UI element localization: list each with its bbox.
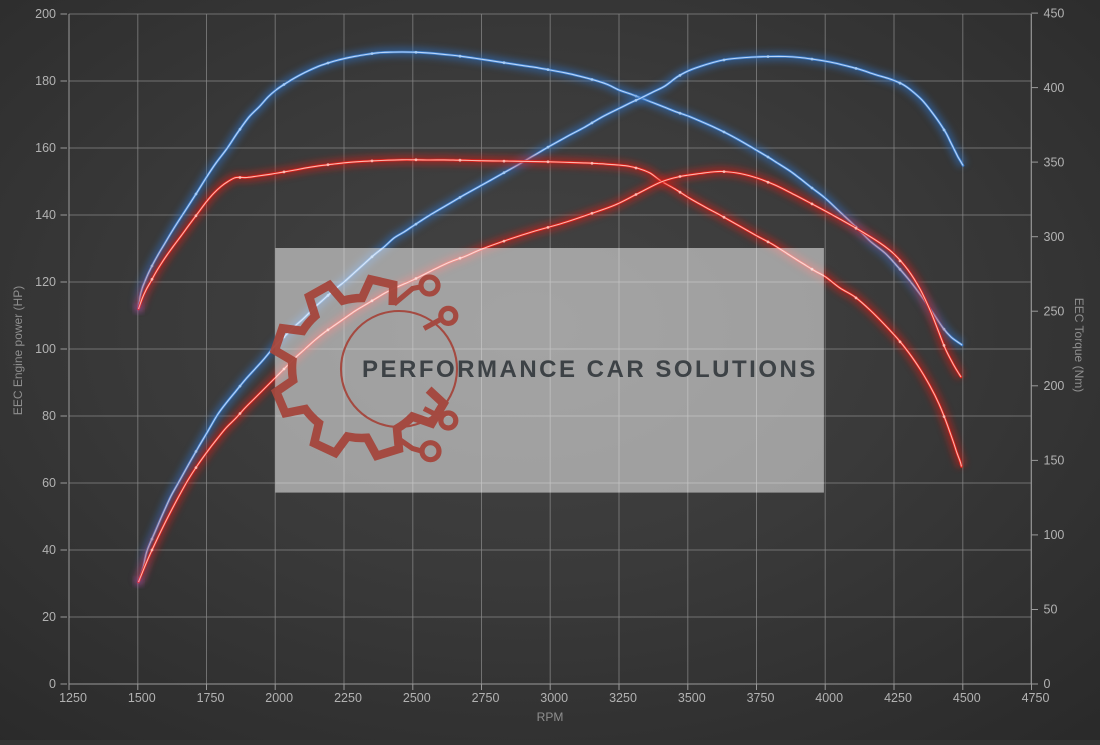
svg-text:120: 120 [35,275,56,289]
svg-text:3250: 3250 [609,691,637,705]
svg-text:1500: 1500 [128,691,156,705]
svg-text:200: 200 [1044,379,1065,393]
svg-text:2250: 2250 [334,691,362,705]
svg-text:3000: 3000 [540,691,568,705]
svg-text:4250: 4250 [884,691,912,705]
svg-text:1750: 1750 [197,691,225,705]
svg-text:1250: 1250 [59,691,87,705]
svg-text:100: 100 [1044,528,1065,542]
svg-text:350: 350 [1044,155,1065,169]
svg-text:4500: 4500 [953,691,981,705]
svg-text:180: 180 [35,74,56,88]
svg-text:3500: 3500 [678,691,706,705]
svg-text:PERFORMANCE CAR SOLUTIONS: PERFORMANCE CAR SOLUTIONS [362,356,818,383]
svg-text:300: 300 [1044,230,1065,244]
svg-text:2500: 2500 [403,691,431,705]
svg-text:200: 200 [35,7,56,21]
svg-text:60: 60 [42,476,56,490]
svg-text:450: 450 [1044,6,1065,20]
svg-text:0: 0 [49,677,56,691]
svg-text:400: 400 [1044,81,1065,95]
svg-text:150: 150 [1044,454,1065,468]
svg-text:40: 40 [42,543,56,557]
svg-text:50: 50 [1044,603,1058,617]
svg-text:20: 20 [42,610,56,624]
svg-text:2000: 2000 [265,691,293,705]
svg-text:EEC Engine power (HP): EEC Engine power (HP) [11,286,25,415]
svg-text:160: 160 [35,141,56,155]
svg-text:2750: 2750 [472,691,500,705]
svg-text:4750: 4750 [1022,691,1050,705]
svg-text:3750: 3750 [747,691,775,705]
svg-text:RPM: RPM [537,710,564,724]
svg-text:EEC Torque (Nm): EEC Torque (Nm) [1072,298,1086,392]
svg-text:140: 140 [35,208,56,222]
svg-text:0: 0 [1044,677,1051,691]
svg-text:250: 250 [1044,304,1065,318]
svg-text:80: 80 [42,409,56,423]
svg-text:4000: 4000 [815,691,843,705]
svg-text:100: 100 [35,342,56,356]
